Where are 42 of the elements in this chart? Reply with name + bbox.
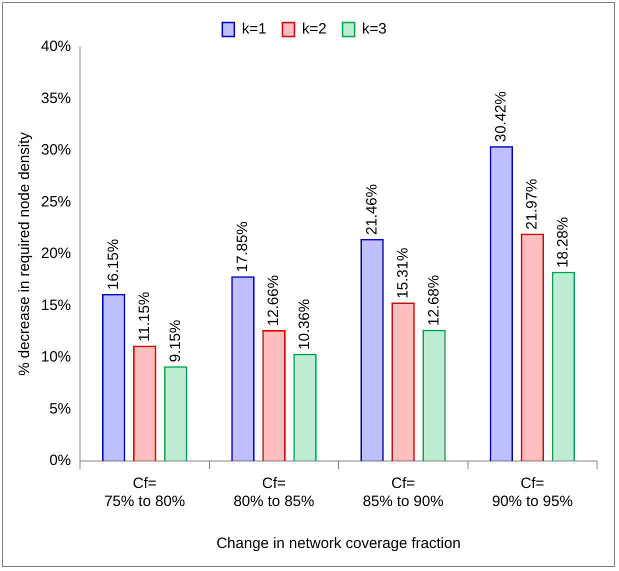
y-tick-label: 35%	[40, 90, 72, 107]
bar	[490, 146, 513, 461]
legend-label: k=1	[242, 20, 266, 38]
y-tick-label: 25%	[40, 193, 72, 210]
bar	[133, 346, 156, 461]
x-tick-label: Cf= 75% to 80%	[104, 475, 186, 510]
data-label: 11.15%	[136, 292, 153, 342]
bar	[552, 272, 576, 461]
data-label: 12.68%	[425, 274, 442, 326]
bar	[231, 276, 254, 461]
x-axis-title: Change in network coverage fraction	[216, 535, 461, 552]
bar	[392, 302, 415, 461]
data-label: 10.36%	[296, 298, 314, 350]
data-label: 21.97%	[524, 178, 541, 230]
bar	[102, 294, 126, 461]
x-tick-label: Cf= 90% to 95%	[492, 475, 573, 510]
x-tick-label: Cf= 80% to 85%	[233, 475, 314, 510]
legend-label: k=2	[302, 20, 327, 38]
data-label: 15.31%	[394, 248, 412, 299]
y-tick-label: 0%	[49, 452, 72, 470]
data-label: 16.15%	[104, 238, 122, 290]
y-tick-label: 15%	[40, 296, 72, 314]
bar	[293, 354, 317, 461]
data-label: 17.85%	[234, 221, 252, 272]
y-tick-label: 40%	[40, 38, 72, 56]
data-label: 9.15%	[166, 320, 184, 362]
bar	[262, 330, 286, 461]
data-label: 21.46%	[363, 184, 380, 235]
data-label: 12.66%	[265, 275, 282, 326]
legend-label: k=3	[362, 20, 387, 38]
bar	[520, 234, 544, 461]
y-tick-label: 30%	[40, 142, 72, 159]
y-tick-label: 10%	[40, 348, 72, 366]
data-label: 18.28%	[554, 216, 572, 268]
bar	[164, 366, 188, 461]
y-tick-label: 20%	[40, 245, 72, 262]
x-tick-label: Cf= 85% to 90%	[362, 475, 444, 510]
bar	[360, 238, 384, 461]
y-tick-label: 5%	[49, 400, 72, 418]
data-label: 30.42%	[492, 91, 510, 142]
y-axis-title: % decrease in required node density	[16, 132, 34, 376]
bar	[422, 330, 446, 461]
